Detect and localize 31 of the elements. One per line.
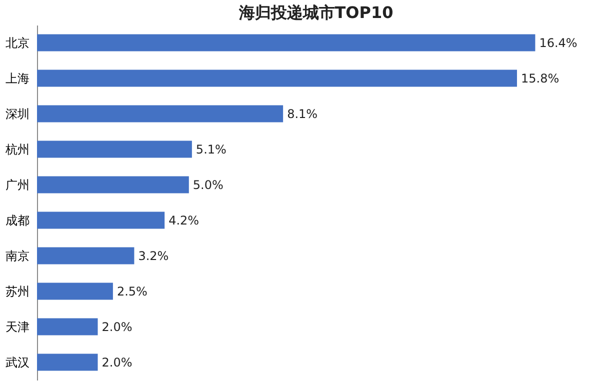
y-tick-label: 杭州 (4, 142, 30, 156)
bar (37, 318, 98, 336)
bar (37, 354, 98, 371)
data-label: 3.2% (138, 248, 169, 263)
bar (37, 282, 113, 300)
data-label: 5.1% (196, 142, 226, 156)
y-tick-label: 深圳 (6, 106, 30, 121)
data-label: 2.0% (102, 355, 132, 370)
y-tick-label: 天津 (6, 320, 30, 334)
data-label: 2.0% (102, 320, 132, 334)
bar (37, 212, 165, 229)
bar (37, 247, 134, 264)
data-label: 4.2% (168, 213, 200, 228)
data-label: 15.8% (520, 71, 560, 86)
y-tick-label: 广州 (6, 178, 30, 192)
chart-title: 海归投递城市TOP10 (238, 3, 394, 22)
bar (37, 34, 536, 52)
bar (37, 105, 284, 122)
bar (37, 140, 192, 158)
data-label: 16.4% (539, 36, 578, 50)
bar (37, 176, 189, 194)
bar (37, 70, 517, 87)
y-tick-label: 上海 (6, 71, 30, 86)
y-tick-label: 成都 (6, 213, 30, 228)
y-tick-label: 南京 (6, 248, 30, 263)
data-label: 2.5% (116, 284, 148, 298)
y-tick-label: 苏州 (6, 284, 30, 298)
y-tick-label: 北京 (6, 36, 30, 50)
data-label: 5.0% (192, 178, 224, 192)
y-tick-label: 武汉 (6, 355, 30, 370)
data-label: 8.1% (287, 106, 318, 121)
